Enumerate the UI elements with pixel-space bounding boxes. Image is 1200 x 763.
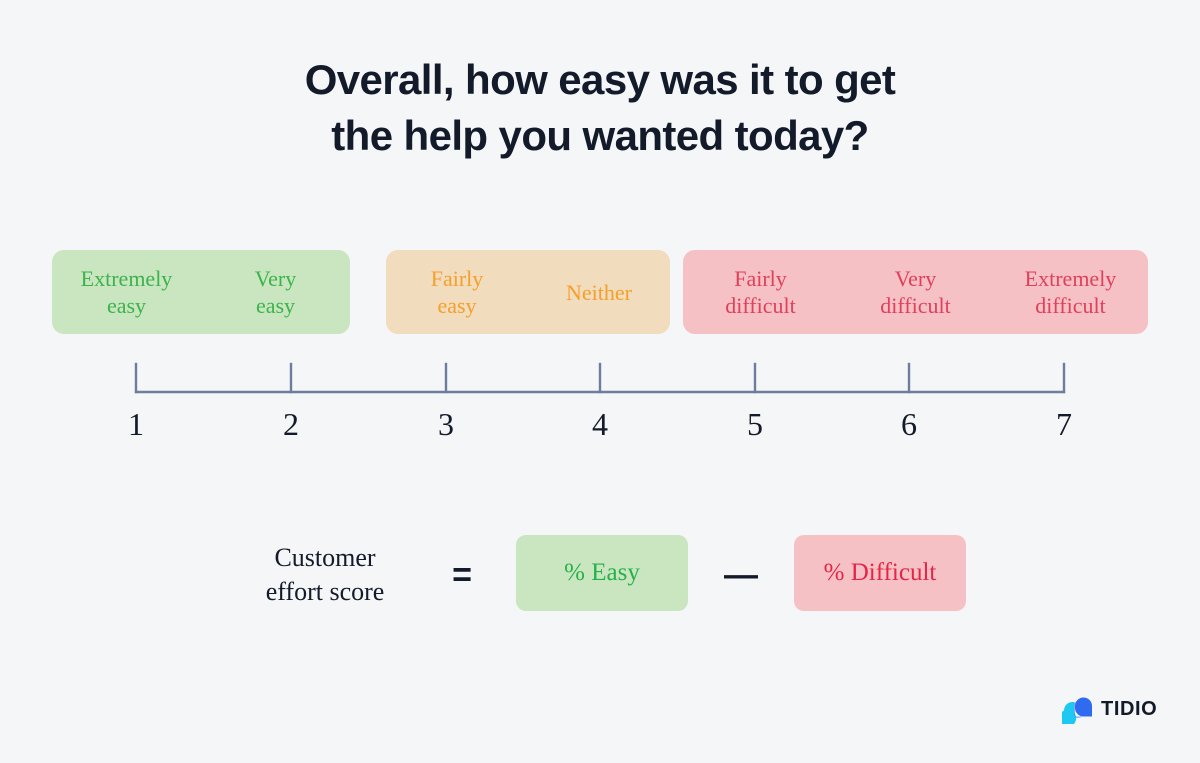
tidio-logo-text: TIDIO: [1101, 697, 1158, 720]
scale-axis-numbers: 1 2 3 4 5 6 7: [120, 404, 1080, 446]
scale-label-fairly-easy-line1: Fairly: [430, 266, 484, 291]
scale-label-extremely-easy: Extremely easy: [52, 265, 201, 319]
title-line-1: Overall, how easy was it to get: [304, 56, 896, 103]
title-line-2: the help you wanted today?: [331, 112, 869, 159]
formula-term-easy: % Easy: [516, 535, 688, 611]
axis-number-5: 5: [747, 406, 763, 442]
formula-row: Customer effort score = % Easy — % Diffi…: [0, 530, 1200, 620]
scale-label-very-difficult-line2: difficult: [880, 293, 951, 318]
scale-label-fairly-easy-line2: easy: [437, 293, 477, 318]
scale-label-extremely-difficult: Extremely difficult: [993, 265, 1148, 319]
scale-label-extremely-easy-line1: Extremely: [80, 266, 173, 291]
axis-number-7: 7: [1056, 406, 1072, 442]
axis-number-3: 3: [438, 406, 454, 442]
axis-number-1: 1: [128, 406, 144, 442]
scale-label-very-easy-line2: easy: [255, 293, 296, 318]
tidio-logo-mark-icon: [1062, 697, 1092, 724]
scale-axis-svg: [134, 362, 1066, 394]
scale-label-fairly-difficult-line2: difficult: [725, 293, 796, 318]
formula-label-customer-effort-score: Customer effort score: [230, 530, 420, 620]
scale-label-fairly-difficult: Fairly difficult: [683, 265, 838, 319]
formula-term-difficult: % Difficult: [794, 535, 966, 611]
scale-label-very-difficult: Very difficult: [838, 265, 993, 319]
scale-label-extremely-easy-line2: easy: [106, 293, 147, 318]
axis-number-6: 6: [901, 406, 917, 442]
scale-label-very-easy-line1: Very: [254, 266, 297, 291]
scale-label-very-difficult-line1: Very: [894, 266, 937, 291]
formula-label-line2: effort score: [265, 577, 385, 606]
scale-label-fairly-easy: Fairly easy: [386, 265, 528, 319]
scale-label-fairly-difficult-line1: Fairly: [734, 266, 787, 291]
tidio-logo: TIDIO: [1062, 692, 1172, 726]
scale-label-extremely-difficult-line2: difficult: [1035, 293, 1106, 318]
formula-label-line1: Customer: [274, 543, 376, 572]
scale-label-extremely-difficult-line1: Extremely: [1024, 266, 1117, 291]
scale-band-neutral: Fairly easy Neither: [386, 250, 670, 334]
page-title: Overall, how easy was it to get the help…: [0, 52, 1200, 164]
scale-label-very-easy: Very easy: [201, 265, 350, 319]
scale-band-easy: Extremely easy Very easy: [52, 250, 350, 334]
scale-band-difficult: Fairly difficult Very difficult Extremel…: [683, 250, 1148, 334]
scale-label-neither: Neither: [566, 279, 632, 305]
formula-minus-sign: —: [724, 555, 758, 594]
axis-number-2: 2: [283, 406, 299, 442]
axis-number-4: 4: [592, 406, 608, 442]
scale-axis: [120, 358, 1080, 398]
formula-equals-sign: =: [452, 555, 472, 594]
